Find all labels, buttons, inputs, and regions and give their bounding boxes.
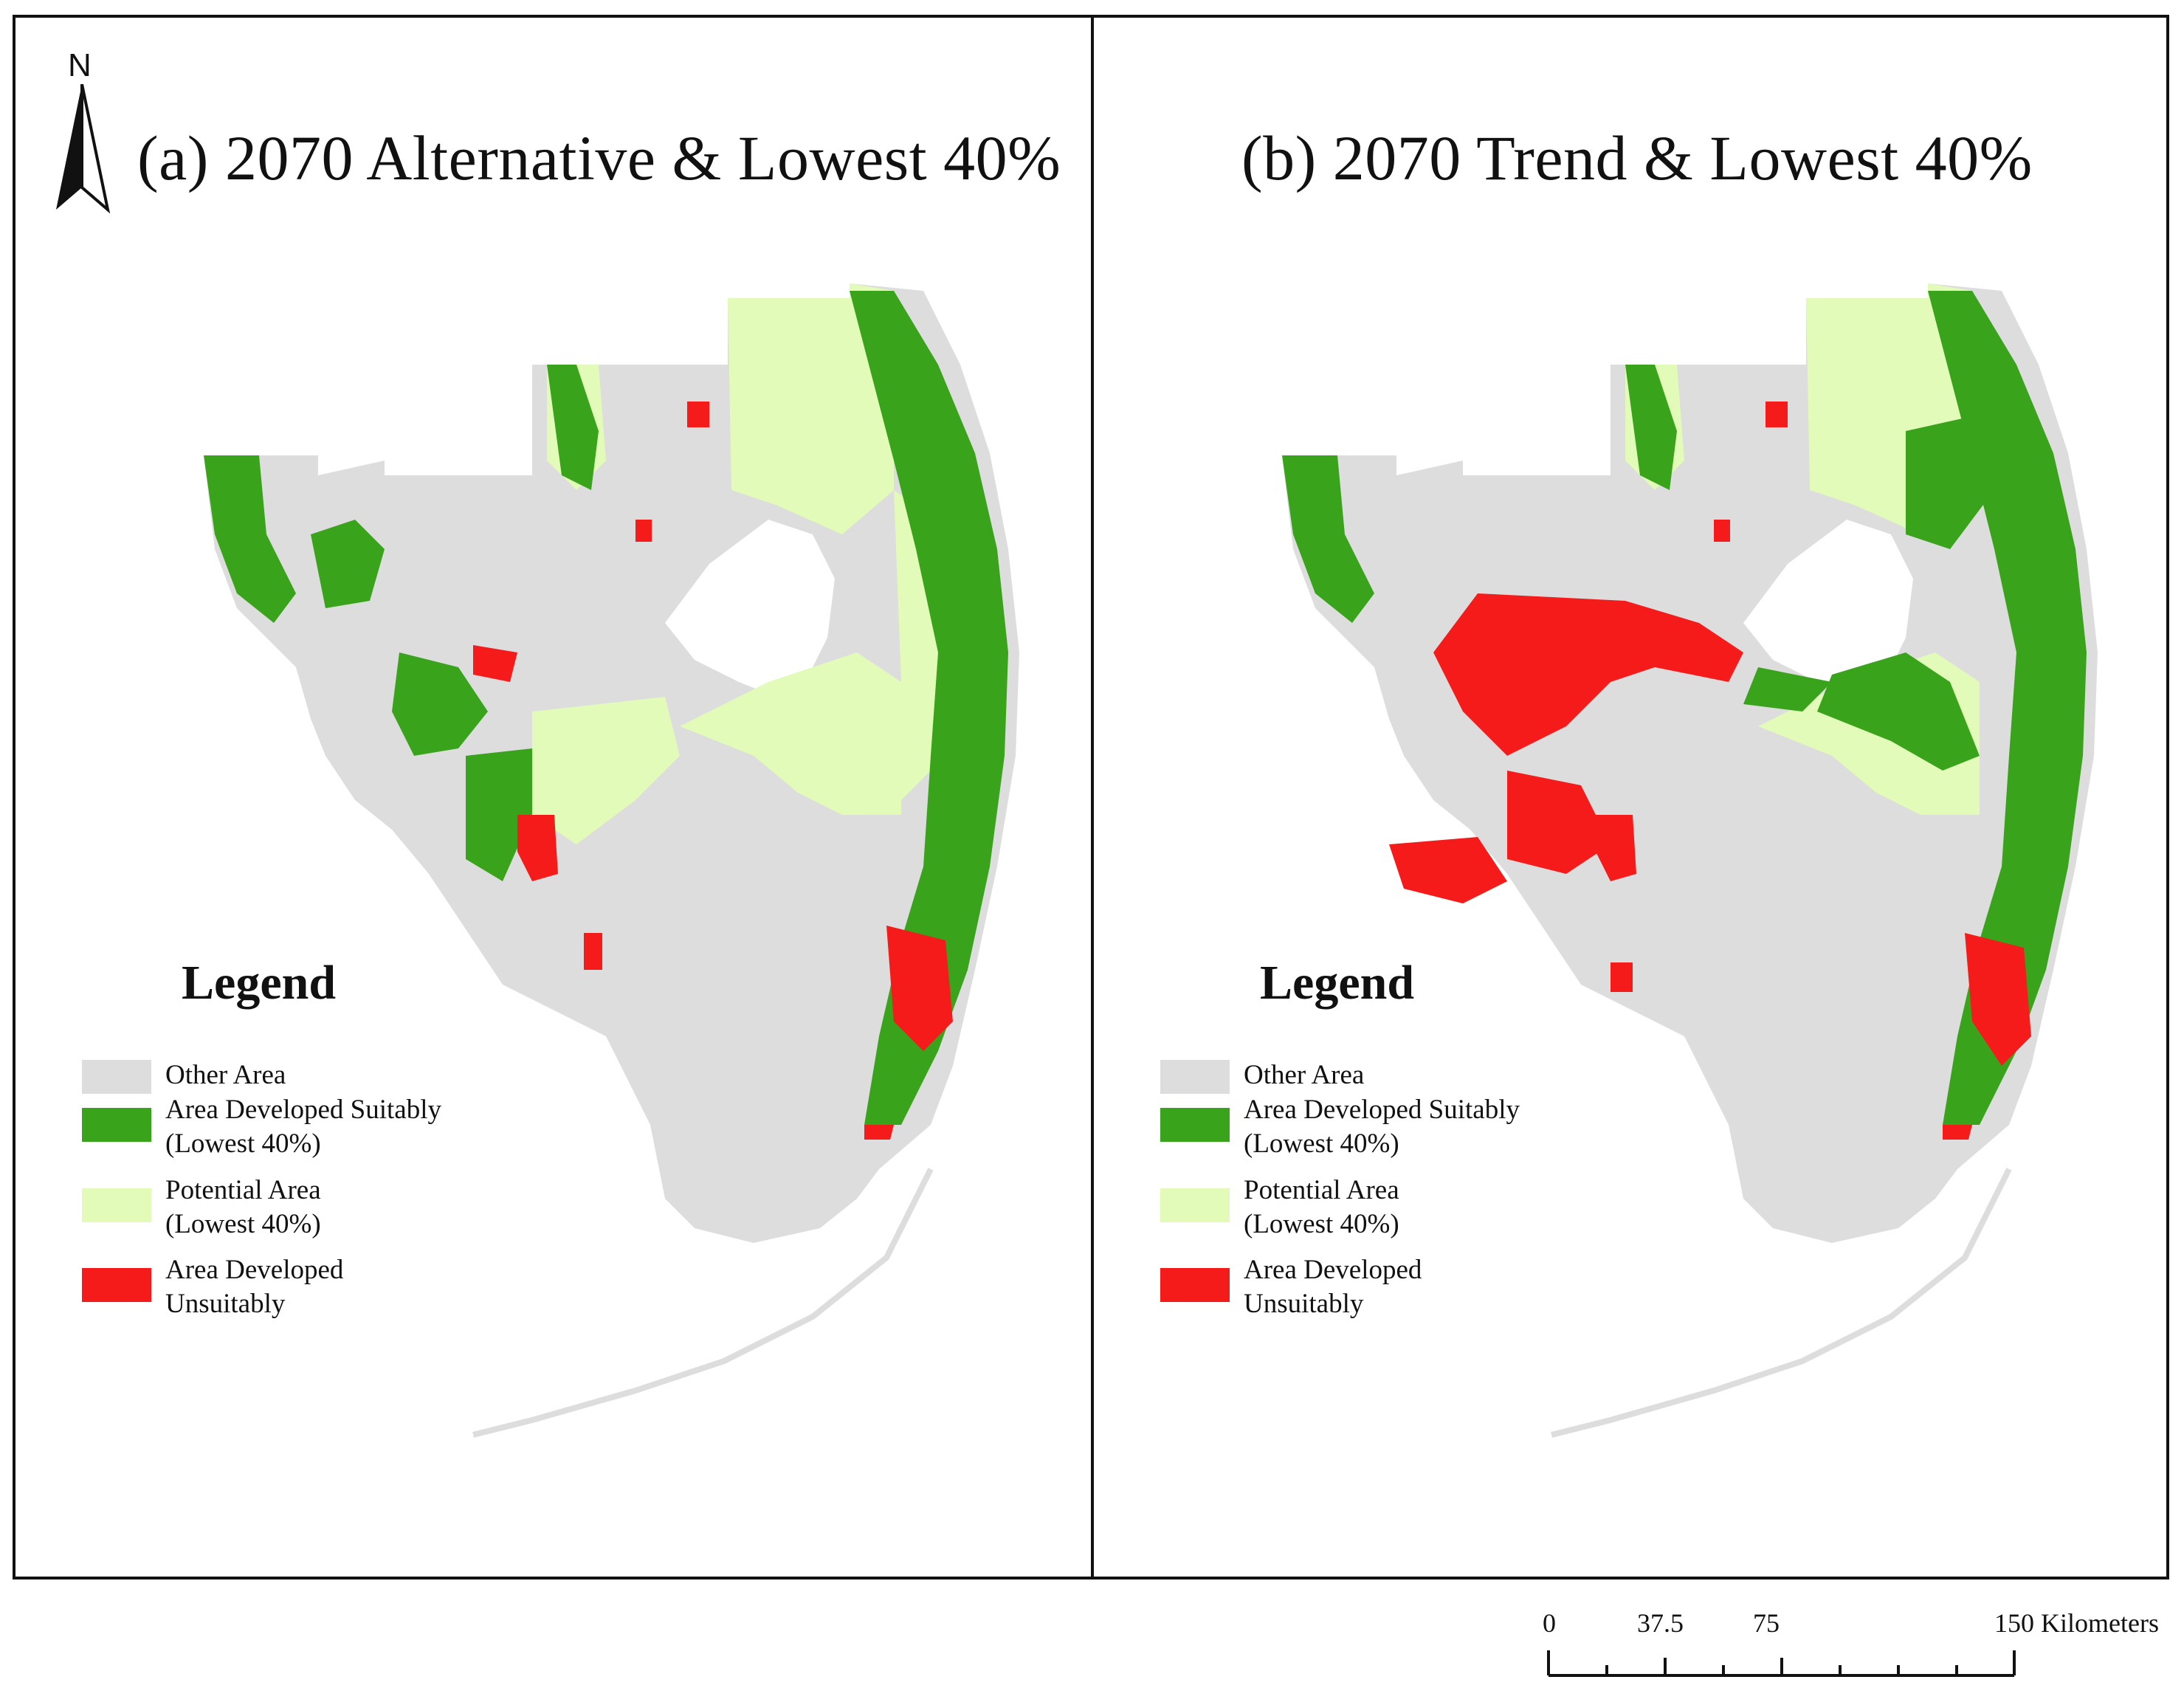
legend-a-swatch-suitable — [82, 1108, 151, 1142]
legend-a-swatch-other — [82, 1060, 151, 1094]
map-b-keys — [1551, 1168, 2012, 1438]
map-b-unsuitable — [1389, 402, 2031, 1140]
scale-label-37-5: 37.5 — [1637, 1608, 1684, 1638]
legend-b-label-unsuitable: Area Developed Unsuitably — [1244, 1255, 1422, 1319]
panel-a-title: (a) 2070 Alternative & Lowest 40% — [137, 123, 1061, 193]
legend-a-item-suitable: Area Developed Suitably (Lowest 40%) — [82, 1095, 525, 1180]
north-label: N — [68, 47, 92, 83]
map-b — [1282, 283, 2098, 1438]
north-arrow: N — [49, 47, 115, 214]
legend-a-label-unsuitable: Area Developed Unsuitably — [165, 1255, 344, 1319]
legend-b-label-other: Other Area — [1244, 1060, 1365, 1090]
panel-divider — [1091, 15, 1094, 1580]
map-b-suitable — [1282, 291, 2087, 1125]
scale-bar: 0 37.5 75 150 Kilometers — [1535, 1608, 2184, 1681]
map-a-unsuitable — [473, 402, 953, 1140]
north-arrow-icon — [56, 84, 111, 214]
panel-a: N (a) 2070 Alternative & Lowest 40% Lege… — [15, 18, 1091, 1577]
legend-a-swatch-potential — [82, 1188, 151, 1222]
legend-a-label-suitable: Area Developed Suitably (Lowest 40%) — [165, 1095, 441, 1159]
legend-b-swatch-potential — [1160, 1188, 1230, 1222]
legend-b-label-suitable: Area Developed Suitably (Lowest 40%) — [1244, 1095, 1520, 1159]
legend-a-label-other: Other Area — [165, 1060, 286, 1090]
legend-b-swatch-other — [1160, 1060, 1230, 1094]
legend-b-item-suitable: Area Developed Suitably (Lowest 40%) — [1160, 1095, 1603, 1180]
panel-b-title: (b) 2070 Trend & Lowest 40% — [1241, 123, 2033, 193]
scale-label-75: 75 — [1753, 1608, 1780, 1638]
map-a-lake — [665, 520, 835, 697]
scale-bar-line — [1547, 1650, 2016, 1677]
map-b-lake — [1743, 520, 1913, 697]
scale-label-150: 150 Kilometers — [1994, 1608, 2159, 1638]
legend-a-item-unsuitable: Area Developed Unsuitably — [82, 1255, 525, 1340]
legend-a-swatch-unsuitable — [82, 1268, 151, 1302]
legend-b-swatch-suitable — [1160, 1108, 1230, 1142]
legend-a-item-potential: Potential Area (Lowest 40%) — [82, 1175, 525, 1261]
map-a-suitable — [204, 291, 1008, 1125]
panel-b: (b) 2070 Trend & Lowest 40% Legend Other… — [1094, 18, 2166, 1577]
map-b-base — [1282, 283, 2098, 1438]
map-a — [204, 283, 1019, 1438]
legend-a-item-other: Other Area — [82, 1058, 525, 1132]
legend-b-swatch-unsuitable — [1160, 1268, 1230, 1302]
map-a-keys — [472, 1168, 934, 1438]
legend-b-item-potential: Potential Area (Lowest 40%) — [1160, 1175, 1603, 1261]
map-b-land — [1282, 283, 2098, 1243]
scale-label-0: 0 — [1543, 1608, 1556, 1638]
legend-a-label-potential: Potential Area (Lowest 40%) — [165, 1175, 321, 1239]
legend-b-label-potential: Potential Area (Lowest 40%) — [1244, 1175, 1399, 1239]
legend-b-item-unsuitable: Area Developed Unsuitably — [1160, 1255, 1603, 1340]
legend-a-title: Legend — [182, 956, 337, 1010]
legend-b-title: Legend — [1260, 956, 1415, 1010]
legend-b-item-other: Other Area — [1160, 1058, 1603, 1132]
